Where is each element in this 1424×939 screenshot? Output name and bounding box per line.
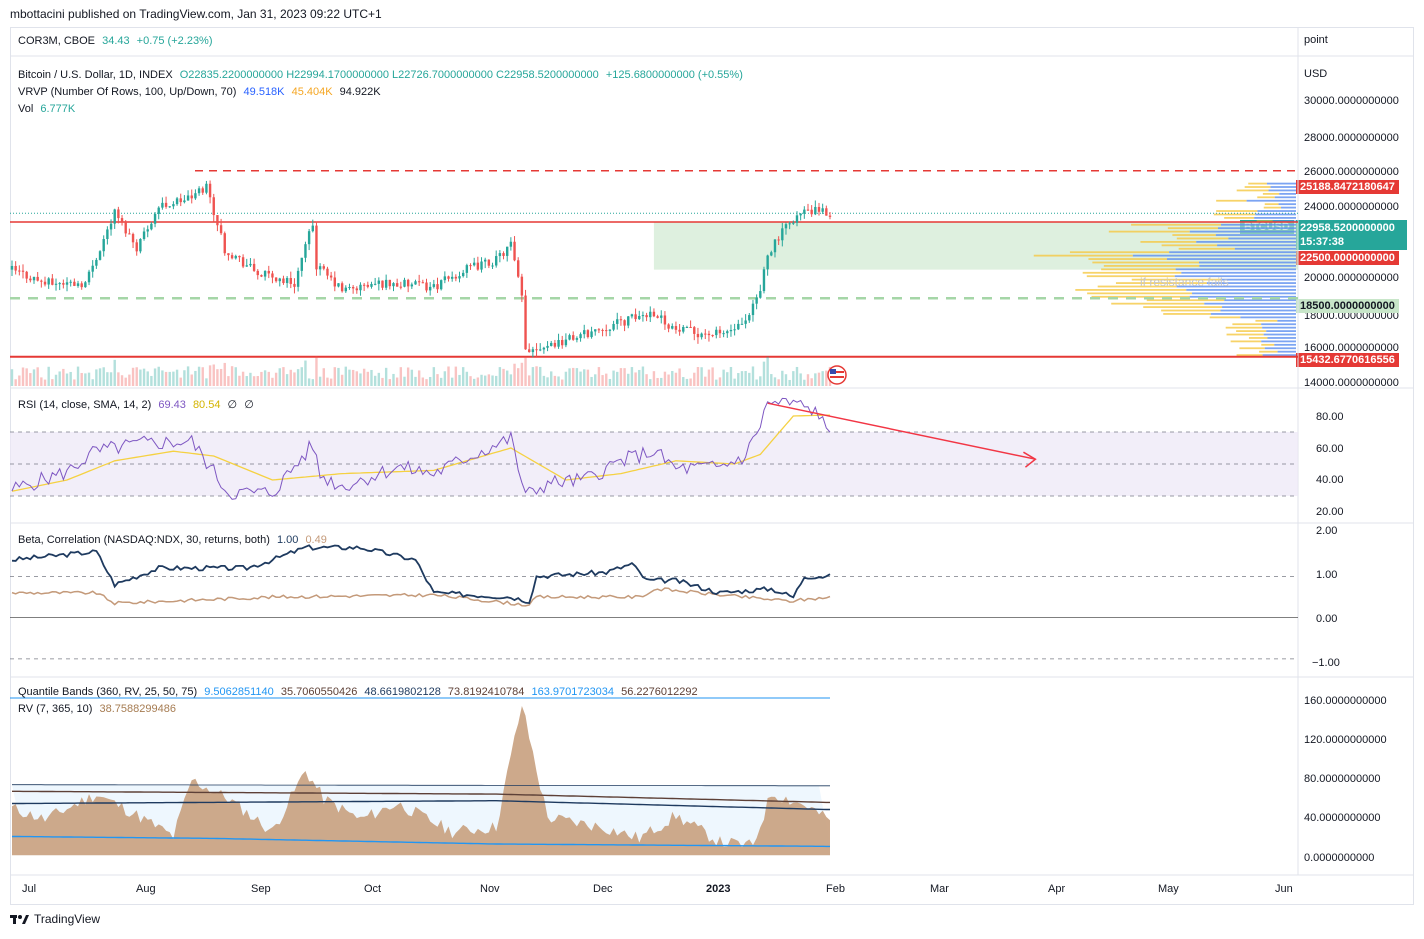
rsi-label: RSI (14, close, SMA, 14, 2) bbox=[18, 399, 152, 411]
tag-bottom: 15432.6770616556 bbox=[1296, 353, 1399, 367]
quant-legend[interactable]: Quantile Bands (360, RV, 25, 50, 75) 9.5… bbox=[18, 686, 702, 698]
vrvp-up: 49.518K bbox=[243, 86, 285, 98]
tag-dashed-top: 25188.8472180647 bbox=[1296, 180, 1399, 194]
tag-support: 18500.0000000000 bbox=[1296, 299, 1399, 313]
ohlc-low: L22726.7000000000 bbox=[392, 69, 493, 81]
rsi-tick: 60.00 bbox=[1316, 443, 1344, 455]
quant-tick: 160.0000000000 bbox=[1304, 695, 1387, 707]
corr-value: 0.49 bbox=[305, 534, 327, 546]
compare-scale-label: point bbox=[1304, 34, 1328, 46]
last-price-value: 22958.5200000000 bbox=[1300, 222, 1395, 234]
price-tick: 24000.0000000000 bbox=[1304, 201, 1399, 213]
time-tick: Oct bbox=[364, 883, 382, 895]
vrvp-label: VRVP (Number Of Rows, 100, Up/Down, 70) bbox=[18, 86, 237, 98]
quant-v2: 35.7060550426 bbox=[280, 686, 358, 698]
vrvp-total: 94.922K bbox=[339, 86, 381, 98]
ohlc-open: O22835.2200000000 bbox=[179, 69, 284, 81]
quant-v4: 73.8192410784 bbox=[447, 686, 525, 698]
footer-brand[interactable]: TradingView bbox=[10, 912, 100, 926]
compare-symbol: COR3M, CBOE bbox=[18, 35, 96, 47]
compare-legend[interactable]: COR3M, CBOE 34.43 +0.75 (+2.23%) bbox=[18, 35, 217, 47]
compare-change: +0.75 (+2.23%) bbox=[136, 35, 213, 47]
time-tick: May bbox=[1158, 883, 1179, 895]
ohlc-close: C22958.5200000000 bbox=[496, 69, 599, 81]
rsi-tick: 40.00 bbox=[1316, 474, 1344, 486]
beta-legend[interactable]: Beta, Correlation (NASDAQ:NDX, 30, retur… bbox=[18, 534, 331, 546]
rsi-ma-value: 80.54 bbox=[192, 399, 221, 411]
time-tick: Aug bbox=[136, 883, 156, 895]
rv-label: RV (7, 365, 10) bbox=[18, 703, 93, 715]
price-tick: 28000.0000000000 bbox=[1304, 132, 1399, 144]
quant-tick: 40.0000000000 bbox=[1304, 812, 1381, 824]
chart-frame bbox=[10, 27, 1414, 905]
quant-v6: 56.2276012292 bbox=[621, 686, 698, 698]
beta-tick: 2.00 bbox=[1316, 525, 1338, 537]
quant-tick: 80.0000000000 bbox=[1304, 773, 1381, 785]
beta-tick: −1.00 bbox=[1312, 657, 1340, 669]
rsi-v3: ∅ bbox=[227, 399, 238, 411]
price-tick: 20000.0000000000 bbox=[1304, 272, 1399, 284]
time-tick: 2023 bbox=[706, 883, 731, 895]
price-tick: 30000.0000000000 bbox=[1304, 95, 1399, 107]
quant-v5: 163.9701723034 bbox=[531, 686, 615, 698]
vrvp-down: 45.404K bbox=[291, 86, 333, 98]
quant-tick: 120.0000000000 bbox=[1304, 734, 1387, 746]
vrvp-legend[interactable]: VRVP (Number Of Rows, 100, Up/Down, 70) … bbox=[18, 86, 385, 98]
time-tick: Jun bbox=[1275, 883, 1293, 895]
beta-tick: 0.00 bbox=[1316, 613, 1338, 625]
rsi-tick: 20.00 bbox=[1316, 506, 1344, 518]
price-tick: 14000.0000000000 bbox=[1304, 377, 1399, 389]
price-tick: 16000.0000000000 bbox=[1304, 342, 1399, 354]
vol-value: 6.777K bbox=[40, 103, 76, 115]
ohlc-change: +125.6800000000 (+0.55%) bbox=[605, 69, 743, 81]
compare-value: 34.43 bbox=[102, 35, 130, 47]
time-tick: Sep bbox=[251, 883, 271, 895]
currency-label: USD bbox=[1304, 68, 1328, 80]
beta-label: Beta, Correlation (NASDAQ:NDX, 30, retur… bbox=[18, 534, 270, 546]
tag-resistance: 22500.0000000000 bbox=[1296, 251, 1399, 265]
time-tick: Apr bbox=[1048, 883, 1066, 895]
time-tick: Dec bbox=[593, 883, 613, 895]
beta-value: 1.00 bbox=[276, 534, 299, 546]
rv-value: 38.7588299486 bbox=[99, 703, 176, 715]
main-title: Bitcoin / U.S. Dollar, 1D, INDEX bbox=[18, 69, 173, 81]
rv-legend[interactable]: RV (7, 365, 10) 38.7588299486 bbox=[18, 703, 180, 715]
tag-symbol: BTCUSD bbox=[1240, 220, 1294, 234]
price-tick: 18000.0000000000 bbox=[1304, 310, 1399, 322]
quant-v3: 48.6619802128 bbox=[364, 686, 441, 698]
ohlc-high: H22994.1700000000 bbox=[286, 69, 389, 81]
publish-info: mbottacini published on TradingView.com,… bbox=[10, 7, 382, 21]
main-legend[interactable]: Bitcoin / U.S. Dollar, 1D, INDEX O22835.… bbox=[18, 69, 747, 81]
price-tick: 26000.0000000000 bbox=[1304, 166, 1399, 178]
time-tick: Mar bbox=[930, 883, 949, 895]
quant-tick: 0.0000000000 bbox=[1304, 852, 1375, 864]
tradingview-logo-icon bbox=[10, 915, 29, 924]
tag-last-price: 22958.5200000000 15:37:38 bbox=[1296, 220, 1407, 250]
countdown: 15:37:38 bbox=[1300, 236, 1345, 248]
rsi-legend[interactable]: RSI (14, close, SMA, 14, 2) 69.43 80.54 … bbox=[18, 398, 258, 411]
rsi-tick: 80.00 bbox=[1316, 411, 1344, 423]
beta-tick: 1.00 bbox=[1316, 569, 1338, 581]
rsi-value: 69.43 bbox=[158, 399, 186, 411]
rsi-v4: ∅ bbox=[244, 399, 254, 411]
quant-v1: 9.5062851140 bbox=[204, 686, 274, 698]
time-tick: Jul bbox=[22, 883, 37, 895]
time-tick: Feb bbox=[826, 883, 845, 895]
quant-label: Quantile Bands (360, RV, 25, 50, 75) bbox=[18, 686, 198, 698]
vol-label: Vol bbox=[18, 103, 34, 115]
vol-legend[interactable]: Vol 6.777K bbox=[18, 103, 79, 115]
footer-brand-text: TradingView bbox=[34, 912, 101, 926]
time-tick: Nov bbox=[480, 883, 500, 895]
